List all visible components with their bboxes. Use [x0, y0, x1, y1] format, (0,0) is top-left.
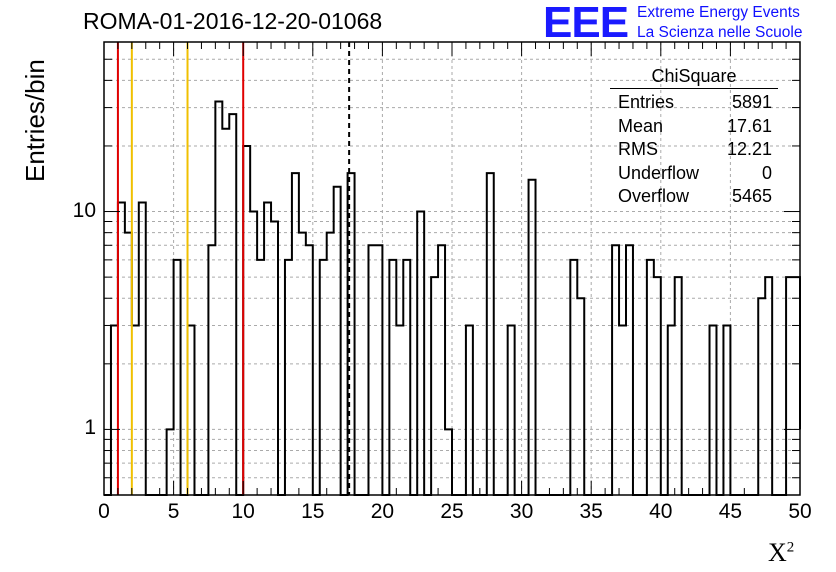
x-tick-label: 45 — [718, 500, 743, 523]
x-tick-label: 35 — [579, 500, 603, 523]
x-tick-label: 5 — [167, 500, 180, 523]
stats-label: Entries — [618, 92, 675, 112]
y-tick-label: 10 — [72, 198, 96, 222]
chart-title: ROMA-01-2016-12-20-01068 — [83, 8, 383, 34]
stats-rows: Entries 5891 Mean 17.61 RMS 12.21 Underflow 0 Ov… — [610, 91, 778, 209]
stats-row: Mean 17.61 — [610, 115, 778, 139]
x-tick-label: 15 — [301, 500, 325, 523]
x-axis-label-superscript: 2 — [786, 539, 795, 556]
x-axis-label-text: X — [768, 538, 787, 567]
stats-label: Mean — [618, 115, 664, 136]
stats-box: ChiSquare Entries 5891 Mean 17.61 RMS 12.21 Un… — [610, 64, 778, 209]
logo-line-2: La Scienza nelle Scuole — [637, 24, 803, 41]
stats-title: ChiSquare — [610, 64, 778, 89]
stats-value: 5465 — [731, 186, 772, 207]
threshold-lines — [116, 42, 351, 495]
stats-label: Underflow — [618, 162, 700, 183]
stats-row: Underflow 0 — [610, 162, 778, 186]
stats-value: 12.21 — [726, 139, 772, 160]
x-tick-label: 10 — [231, 500, 255, 523]
x-axis-label: X2 — [768, 538, 794, 568]
eee-logo: EEE — [543, 0, 629, 47]
x-tick-label: 50 — [788, 500, 812, 523]
stats-label: Overflow — [618, 186, 690, 207]
logo-line-1: Extreme Energy Events — [637, 4, 800, 21]
x-tick-label: 40 — [649, 500, 673, 523]
x-tick-label: 20 — [370, 500, 395, 523]
stats-row: Entries 5891 — [610, 91, 778, 115]
x-tick-label: 25 — [440, 500, 464, 523]
x-tick-label: 0 — [98, 500, 110, 523]
y-tick-label: 1 — [84, 416, 96, 440]
stats-row: RMS 12.21 — [610, 138, 778, 162]
stats-label: RMS — [618, 139, 658, 160]
x-tick-label: 30 — [509, 500, 534, 523]
y-axis-label: Entries/bin — [20, 59, 50, 182]
stats-value: 17.61 — [726, 115, 772, 136]
stats-value: 0 — [761, 162, 772, 183]
axis-ticks — [103, 41, 801, 496]
stats-value: 5891 — [731, 92, 772, 112]
stats-row: Overflow 5465 — [610, 185, 778, 209]
